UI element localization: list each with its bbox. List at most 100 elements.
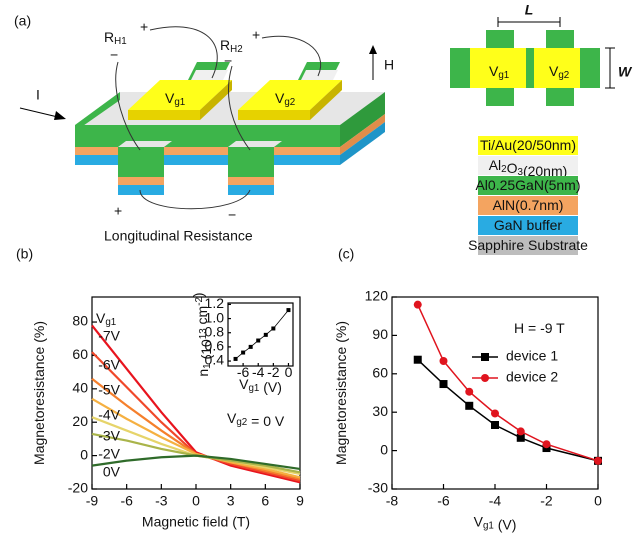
text-part: Al0.25GaN(5nm) (475, 177, 580, 193)
legend-label: device 2 (506, 369, 558, 385)
arm-top (300, 70, 338, 82)
marker (481, 374, 489, 382)
y-tick-label: 0.8 (205, 323, 225, 339)
x-tick-label: 0 (594, 492, 602, 508)
wire (228, 65, 251, 151)
legend-label: -4V (98, 407, 120, 423)
x-tick-label: 0 (285, 364, 293, 380)
text-part: 13 (198, 328, 209, 339)
inset-background (228, 303, 293, 366)
text-part: g2 (236, 417, 247, 428)
text-part: g2 (284, 97, 295, 108)
y-axis-label: Magnetoresistance (%) (333, 321, 349, 465)
arm (228, 147, 274, 177)
layer-label: Al0.25GaN(5nm) (475, 177, 580, 193)
marker (594, 456, 602, 465)
bar-front (75, 125, 340, 147)
marker (491, 421, 499, 429)
y-tick-label: 80 (72, 313, 88, 329)
x-tick-label: -3 (155, 492, 168, 508)
text-part: 3 (517, 166, 523, 177)
x-tick-label: -8 (386, 492, 399, 508)
legend-title: Vg1 (96, 310, 116, 328)
y-tick-label: 30 (372, 403, 388, 419)
x-tick-label: -6 (120, 492, 133, 508)
text-part: Sapphire Substrate (468, 237, 588, 253)
text-part: (V) (259, 379, 282, 395)
gate-label: Vg1 (489, 63, 509, 81)
sign: + (140, 19, 148, 35)
text-part: V (275, 90, 285, 106)
layer-swatch (478, 156, 578, 175)
series-line (91, 454, 301, 471)
layer-label: Sapphire Substrate (468, 237, 588, 253)
marker (241, 350, 246, 355)
marker (413, 355, 422, 364)
text-part: Magnetic field (T) (142, 513, 250, 529)
x-tick-label: -6 (437, 492, 450, 508)
wire (139, 189, 251, 210)
layer-swatch (478, 196, 578, 215)
sign: + (114, 203, 122, 219)
marker (542, 440, 551, 449)
arm (228, 185, 274, 195)
text-part: GaN buffer (494, 217, 563, 233)
arm-top (118, 141, 172, 147)
gate-label: Vg2 (549, 63, 569, 81)
text-part: H = -9 T (514, 320, 565, 336)
x-tick-label: 9 (296, 492, 304, 508)
legend-label: 0V (103, 464, 121, 480)
text-part: (10 (198, 339, 214, 363)
marker (439, 357, 448, 365)
x-axis-label: Vg1 (V) (474, 513, 517, 532)
plot-frame (391, 296, 599, 490)
annotation: Vg2 = 0 V (227, 410, 285, 429)
y-tick-label: 0 (380, 441, 388, 457)
arm-top (228, 141, 282, 147)
text-part: R (104, 29, 114, 45)
arm (118, 185, 164, 195)
marker (516, 427, 525, 436)
text-part: V (227, 410, 237, 426)
y-tick-label: 60 (72, 346, 88, 362)
marker (248, 344, 253, 349)
x-tick-label: -2 (267, 364, 280, 380)
bar-front (75, 147, 340, 155)
layer-legend: Ti/Au(20/50nm)Al2O3(20nm)Al0.25GaN(5nm)A… (468, 136, 588, 255)
text-part: AlN(0.7nm) (493, 197, 564, 213)
plot-frame (227, 302, 294, 367)
wire (149, 26, 218, 79)
x-axis-label: Vg1 (V) (239, 376, 282, 395)
marker (286, 308, 291, 313)
legend-label: device 1 (506, 348, 558, 364)
y-tick-label: 0.4 (205, 352, 225, 368)
text-part: V (489, 63, 499, 79)
text-part: H1 (114, 36, 127, 47)
x-tick-label: -4 (252, 364, 265, 380)
gate (128, 80, 232, 110)
text-part: V (165, 90, 175, 106)
gate (200, 80, 232, 120)
layer-swatch (478, 236, 578, 255)
layer-swatch (478, 216, 578, 235)
y-tick-label: 20 (72, 413, 88, 429)
text-part: V (474, 513, 484, 529)
panel-label: (a) (14, 13, 31, 29)
current-arrow (54, 111, 66, 120)
gate (128, 110, 200, 120)
marker (516, 433, 525, 442)
x-tick-label: -2 (540, 492, 553, 508)
text-part: g1 (498, 70, 509, 81)
marker (256, 338, 261, 343)
y-tick-label: 1.2 (205, 295, 225, 311)
bar-side (340, 122, 385, 165)
gate (238, 110, 310, 120)
x-tick-label: 6 (261, 492, 269, 508)
marker (465, 387, 474, 396)
resistance-label: RH2 (220, 37, 243, 55)
top-view: L W Vg1 Vg2 (450, 2, 633, 106)
text-part: V (239, 376, 249, 392)
legend-label: -5V (98, 382, 120, 398)
text-part: -2 (194, 297, 205, 306)
x-tick-label: -6 (237, 364, 250, 380)
